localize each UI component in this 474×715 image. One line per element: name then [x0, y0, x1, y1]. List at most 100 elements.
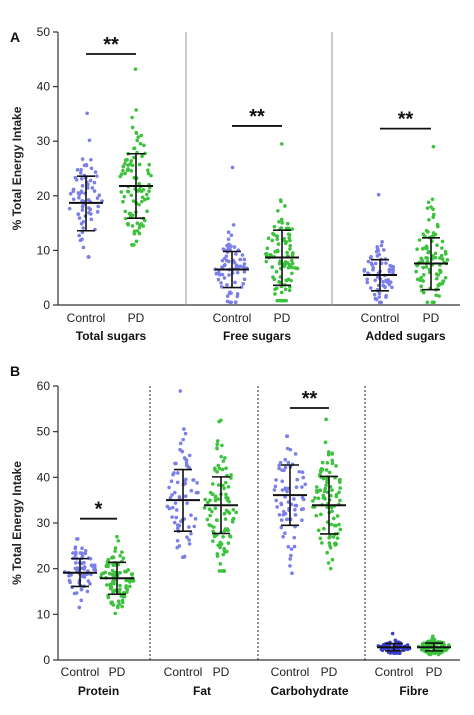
data-point — [280, 479, 285, 483]
data-point — [167, 485, 171, 490]
data-point — [227, 273, 231, 277]
data-point — [83, 551, 88, 556]
data-point — [184, 461, 189, 465]
data-point — [137, 187, 142, 192]
data-point — [68, 580, 72, 585]
data-point — [362, 267, 367, 272]
data-point — [264, 259, 269, 264]
data-point — [325, 480, 329, 484]
data-point — [79, 598, 84, 603]
data-point — [80, 237, 84, 242]
data-point — [323, 440, 328, 445]
data-point — [80, 561, 84, 566]
data-point — [290, 571, 294, 576]
data-point — [128, 580, 132, 584]
x-tick-label: Control — [67, 311, 106, 325]
data-point — [125, 590, 129, 594]
x-tick-label: PD — [274, 311, 291, 325]
data-point — [421, 641, 425, 646]
data-point — [109, 585, 114, 590]
data-point — [425, 300, 430, 305]
data-point — [81, 226, 85, 230]
data-point — [324, 417, 328, 422]
data-point — [129, 169, 134, 173]
data-point — [226, 496, 230, 500]
data-point — [280, 221, 284, 225]
data-point — [123, 171, 127, 176]
data-point — [120, 550, 124, 555]
data-point — [242, 257, 247, 262]
data-point — [75, 168, 80, 172]
data-point — [332, 523, 337, 528]
data-point — [170, 515, 174, 519]
data-point — [293, 513, 298, 517]
data-point — [287, 236, 291, 240]
data-point — [127, 211, 132, 216]
data-point — [325, 505, 330, 509]
data-point — [210, 492, 215, 497]
data-point — [113, 549, 117, 553]
data-point — [85, 111, 89, 116]
data-point — [89, 166, 94, 171]
data-point — [132, 229, 137, 234]
data-point — [123, 158, 128, 163]
group-label: Protein — [78, 684, 119, 698]
data-point — [215, 446, 219, 450]
data-point — [210, 482, 215, 486]
data-point — [67, 574, 71, 578]
data-point — [134, 239, 139, 244]
data-point — [109, 600, 113, 605]
data-point — [182, 427, 186, 431]
data-point — [290, 271, 294, 276]
data-point — [442, 643, 446, 647]
data-point — [273, 292, 277, 296]
data-point — [284, 517, 289, 522]
data-point — [270, 265, 275, 269]
data-point — [375, 244, 380, 249]
data-point — [140, 195, 145, 200]
data-point — [427, 639, 431, 644]
data-point — [73, 175, 78, 180]
data-point — [81, 245, 86, 250]
data-point — [435, 650, 440, 655]
data-point — [415, 263, 419, 268]
data-point — [79, 566, 84, 571]
data-point — [169, 479, 174, 484]
data-point — [277, 466, 281, 471]
data-point — [277, 298, 282, 303]
data-point — [379, 243, 384, 248]
data-point — [233, 280, 237, 285]
data-point — [145, 209, 149, 213]
data-point — [120, 604, 124, 609]
data-point — [229, 473, 233, 477]
data-point — [365, 277, 370, 282]
significance-marker: ** — [302, 388, 318, 410]
data-point — [231, 223, 236, 227]
data-point — [222, 486, 226, 491]
data-point — [424, 265, 429, 269]
data-point — [208, 513, 212, 518]
data-point — [123, 216, 128, 221]
data-point — [170, 505, 175, 510]
data-point — [391, 268, 396, 273]
data-point — [133, 67, 138, 71]
data-point — [429, 205, 433, 209]
data-point — [272, 232, 276, 237]
data-point — [242, 262, 247, 266]
data-point — [433, 251, 438, 256]
data-point — [288, 243, 293, 248]
data-point — [225, 283, 229, 287]
data-point — [279, 518, 284, 522]
data-point — [178, 447, 182, 452]
data-point — [109, 582, 114, 586]
data-point — [330, 509, 334, 514]
data-point — [121, 556, 126, 560]
panel-b: B 0 10 20 30 40 50 60 % Total Energy Intake Contr… — [10, 363, 460, 698]
data-point — [216, 497, 221, 501]
data-point — [213, 494, 218, 499]
data-point — [278, 259, 282, 264]
data-point — [93, 170, 98, 174]
data-point — [335, 536, 340, 540]
data-point — [80, 204, 85, 208]
data-point — [338, 477, 342, 482]
